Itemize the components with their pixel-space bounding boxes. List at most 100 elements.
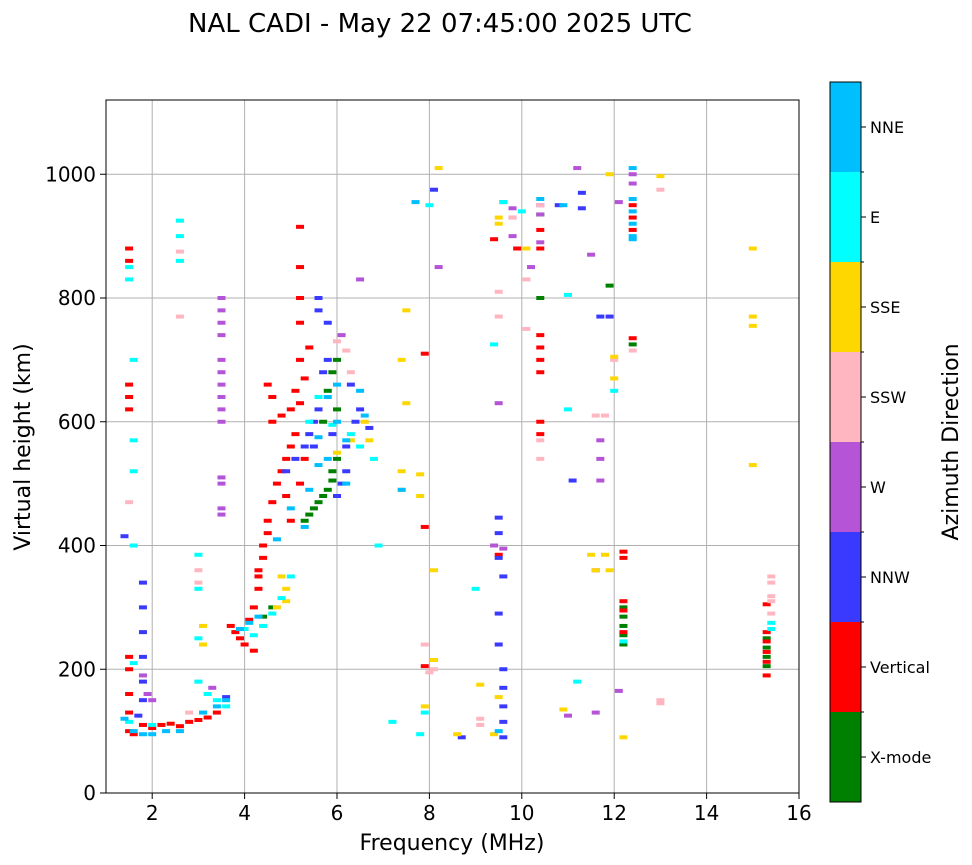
point-sse: [748, 323, 757, 328]
point-e: [259, 623, 268, 628]
point-nnw: [342, 444, 351, 449]
point-w: [217, 308, 226, 313]
point-vertical: [272, 481, 281, 486]
point-sse: [333, 450, 341, 455]
point-nnw: [494, 555, 503, 560]
point-vertical: [296, 357, 305, 362]
point-x-mode: [619, 623, 628, 628]
data-points: [120, 166, 776, 740]
point-ssw: [420, 642, 429, 647]
point-vertical: [296, 320, 305, 325]
point-e: [129, 357, 138, 362]
point-w: [628, 172, 637, 177]
point-w: [527, 265, 536, 270]
series-ssw: [125, 187, 776, 727]
point-w: [628, 181, 637, 186]
point-sse: [490, 732, 499, 737]
point-x-mode: [309, 506, 318, 511]
point-sse: [748, 463, 757, 468]
point-ssw: [346, 370, 355, 375]
point-nne: [628, 166, 637, 171]
colorbar-tick-label: W: [870, 478, 886, 497]
colorbar-tick-label: NNE: [870, 118, 904, 137]
point-e: [767, 620, 776, 625]
point-vertical: [513, 246, 522, 251]
series-nnw: [120, 187, 614, 740]
point-e: [471, 586, 480, 591]
point-ssw: [342, 348, 351, 353]
point-e: [240, 627, 249, 632]
point-vertical: [235, 636, 244, 641]
point-e: [388, 719, 397, 724]
point-vertical: [494, 552, 503, 557]
point-vertical: [536, 246, 545, 251]
point-vertical: [125, 382, 134, 387]
point-nne: [411, 200, 420, 205]
point-sse: [365, 438, 374, 443]
point-nnw: [457, 735, 466, 740]
point-vertical: [212, 710, 221, 715]
point-vertical: [175, 724, 184, 729]
point-x-mode: [328, 469, 337, 474]
point-vertical: [536, 370, 545, 375]
colorbar-tick-label: X-mode: [870, 748, 931, 767]
y-tick-label: 600: [58, 410, 96, 434]
point-x-mode: [333, 357, 341, 362]
colorbar-segment: [830, 712, 861, 802]
point-nnw: [596, 314, 605, 319]
point-vertical: [286, 407, 295, 412]
colorbar: X-mode Vertical NNW W SSW SSE E NNE: [829, 81, 931, 803]
point-sse: [277, 574, 286, 579]
point-e: [194, 636, 203, 641]
point-nnw: [356, 407, 365, 412]
point-x-mode: [333, 407, 341, 412]
point-vertical: [296, 224, 305, 229]
point-ssw: [628, 348, 637, 353]
point-sse: [610, 354, 619, 359]
point-vertical: [277, 413, 286, 418]
point-nne: [333, 419, 341, 424]
point-e: [490, 342, 499, 347]
point-ssw: [767, 574, 776, 579]
point-nne: [254, 614, 263, 619]
point-vertical: [245, 617, 254, 622]
point-nne: [212, 704, 221, 709]
point-nnw: [309, 419, 318, 424]
point-x-mode: [762, 664, 771, 669]
point-w: [596, 438, 605, 443]
point-e: [194, 552, 203, 557]
point-nne: [222, 698, 231, 703]
point-vertical: [203, 715, 212, 720]
point-vertical: [619, 608, 628, 613]
point-w: [587, 252, 596, 257]
point-e: [125, 719, 134, 724]
point-nnw: [291, 456, 300, 461]
point-nne: [342, 481, 351, 486]
point-w: [208, 685, 217, 690]
point-e: [416, 732, 425, 737]
point-sse: [199, 623, 208, 628]
point-w: [536, 212, 545, 217]
point-vertical: [125, 710, 134, 715]
point-sse: [494, 215, 503, 220]
point-vertical: [296, 401, 305, 406]
point-vertical: [263, 518, 272, 523]
point-e: [305, 419, 314, 424]
point-w: [217, 506, 226, 511]
series-e: [125, 200, 776, 737]
point-e: [564, 407, 572, 412]
point-ssw: [194, 580, 203, 585]
point-vertical: [125, 692, 134, 696]
point-e: [175, 234, 184, 239]
point-sse: [522, 246, 531, 251]
point-nnw: [323, 320, 332, 325]
plot-frame: [105, 99, 800, 794]
point-e: [175, 218, 184, 223]
point-nne: [536, 197, 545, 201]
point-nne: [628, 209, 637, 214]
point-nne: [300, 524, 309, 529]
point-nne: [356, 388, 365, 393]
point-nne: [120, 716, 129, 721]
point-e: [619, 639, 628, 644]
